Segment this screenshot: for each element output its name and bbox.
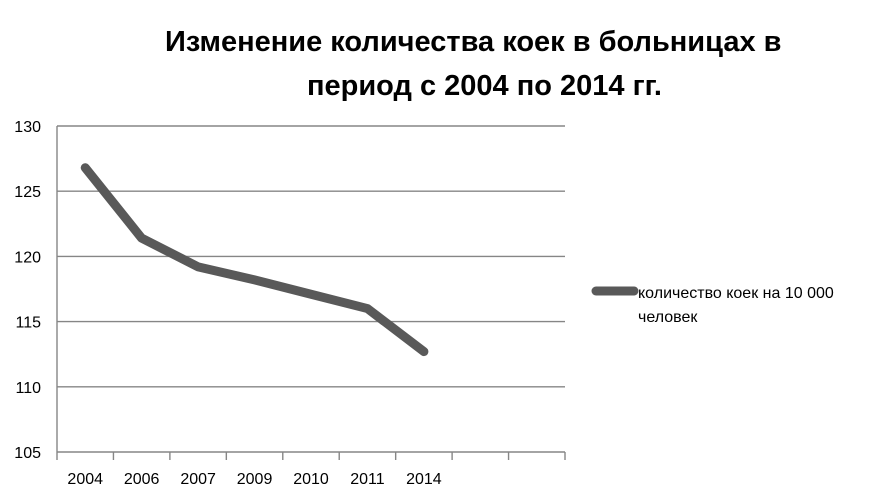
x-tick-labels: 2004 2006 2007 2009 2010 2011 2014 (67, 471, 441, 488)
y-tick-label: 125 (14, 184, 41, 201)
x-tick-label: 2007 (180, 471, 216, 488)
axes (56, 126, 566, 460)
data-point (310, 293, 312, 295)
x-tick-label: 2006 (124, 471, 160, 488)
series-line (80, 163, 429, 357)
x-tick-label: 2011 (350, 471, 385, 488)
x-tick-label: 2009 (237, 471, 273, 488)
series (80, 163, 429, 357)
legend-label: человек (638, 309, 698, 326)
legend: количество коек на 10 000 человек (591, 285, 834, 326)
data-point (84, 167, 86, 169)
y-tick-label: 115 (15, 315, 41, 332)
x-tick-label: 2010 (293, 471, 329, 488)
gridlines (57, 125, 565, 388)
chart-title-line-1: Изменение количества коек в больницах в (165, 26, 782, 58)
data-point (141, 237, 143, 239)
x-tick-label: 2014 (406, 471, 442, 488)
data-point (254, 279, 256, 281)
data-point (423, 351, 425, 353)
y-tick-label: 110 (15, 380, 41, 397)
y-tick-label: 120 (14, 249, 41, 266)
y-tick-labels: 105 110 115 120 125 130 (14, 119, 41, 462)
data-point (366, 308, 368, 310)
data-point (197, 266, 199, 268)
legend-label: количество коек на 10 000 (638, 285, 834, 302)
x-tick-label: 2004 (67, 471, 103, 488)
y-tick-label: 105 (14, 445, 41, 462)
chart-title-line-2: период с 2004 по 2014 гг. (307, 70, 662, 102)
y-tick-label: 130 (14, 119, 41, 136)
